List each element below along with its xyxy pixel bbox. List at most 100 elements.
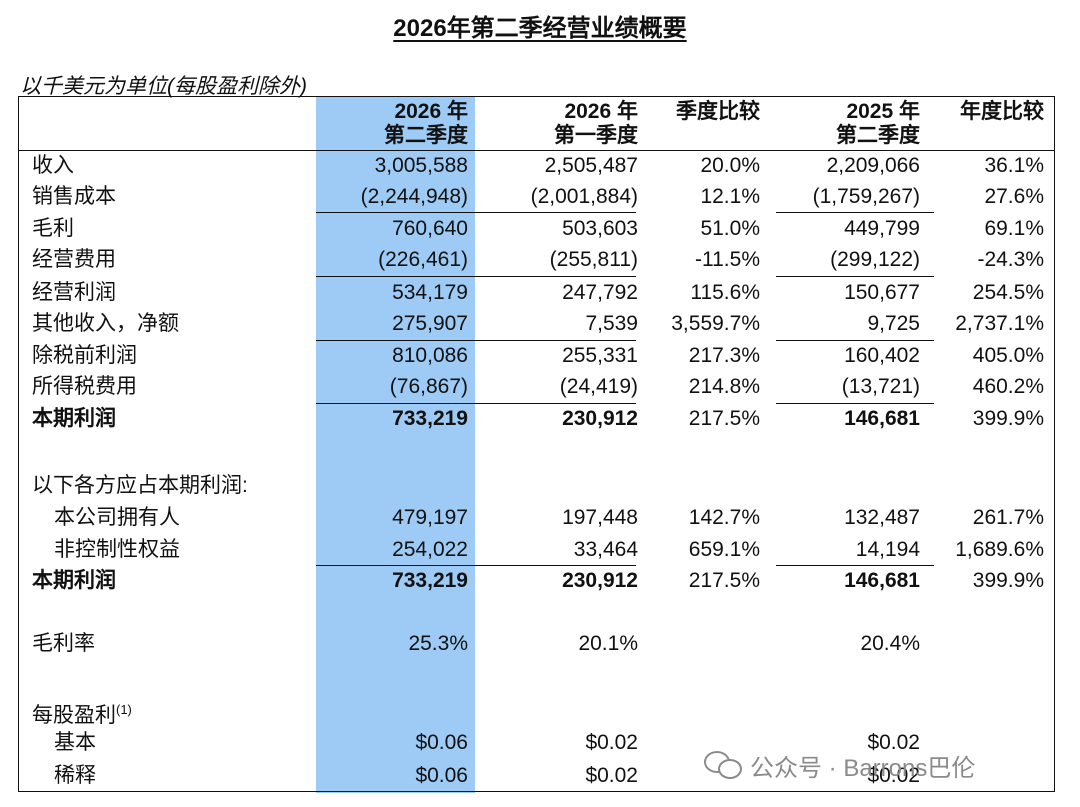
cell: 479,197 <box>392 506 468 529</box>
cell: 12.1% <box>700 185 760 208</box>
cell: (299,122) <box>830 248 920 271</box>
cell: (24,419) <box>559 375 638 398</box>
cell: (255,811) <box>549 248 638 271</box>
row-label: 销售成本 <box>32 185 116 208</box>
subtotal-rule <box>776 340 934 341</box>
cell: 733,219 <box>392 569 468 592</box>
row-label: 基本 <box>54 731 96 754</box>
cell: 449,799 <box>844 217 920 240</box>
watermark: 公众号 · Barrons巴伦 <box>704 748 975 782</box>
cell: 9,725 <box>867 312 920 335</box>
cell: 25.3% <box>408 632 468 655</box>
cell: $0.02 <box>585 764 638 787</box>
cell: 33,464 <box>573 538 638 561</box>
cell: 3,005,588 <box>374 154 468 177</box>
row-label: 稀释 <box>54 764 96 787</box>
wechat-icon <box>704 751 742 779</box>
cell: 197,448 <box>562 506 638 529</box>
cell: 27.6% <box>984 185 1044 208</box>
section-label: 以下各方应占本期利润: <box>32 474 248 497</box>
header-c4-line2: 第二季度 <box>836 124 920 147</box>
cell: -11.5% <box>695 248 760 271</box>
cell: $0.02 <box>867 731 920 754</box>
cell: $0.06 <box>415 731 468 754</box>
cell: 20.4% <box>860 632 920 655</box>
cell: 399.9% <box>972 407 1044 430</box>
header-c2-line2: 第一季度 <box>554 124 638 147</box>
cell: 534,179 <box>392 281 468 304</box>
cell: 217.3% <box>688 344 760 367</box>
section-label: 每股盈利(1) <box>32 702 132 727</box>
cell: 810,086 <box>392 344 468 367</box>
cell: 405.0% <box>972 344 1044 367</box>
cell: 1,689.6% <box>955 538 1044 561</box>
subtotal-rule <box>776 403 934 404</box>
cell: -24.3% <box>977 248 1044 271</box>
header-c3: 季度比较 <box>676 100 760 123</box>
row-label: 非控制性权益 <box>54 538 180 561</box>
cell: $0.06 <box>415 764 468 787</box>
cell: 51.0% <box>700 217 760 240</box>
subtotal-rule <box>316 565 636 566</box>
row-label-total: 本期利润 <box>32 569 116 592</box>
cell: (76,867) <box>389 375 468 398</box>
cell: 2,209,066 <box>826 154 920 177</box>
cell: 150,677 <box>844 281 920 304</box>
cell: 2,505,487 <box>544 154 638 177</box>
row-label: 毛利率 <box>32 632 95 655</box>
cell: 7,539 <box>585 312 638 335</box>
subtotal-rule <box>776 565 934 566</box>
row-label: 本公司拥有人 <box>54 506 180 529</box>
cell: 254.5% <box>972 281 1044 304</box>
cell: 217.5% <box>688 569 760 592</box>
cell: 160,402 <box>844 344 920 367</box>
row-label: 毛利 <box>32 217 74 240</box>
cell: (2,001,884) <box>530 185 638 208</box>
cell: 142.7% <box>688 506 760 529</box>
row-label: 其他收入，净额 <box>32 312 179 335</box>
cell: 2,737.1% <box>955 312 1044 335</box>
row-label: 除税前利润 <box>32 344 137 367</box>
footnote-marker: (1) <box>116 702 132 717</box>
cell: 760,640 <box>392 217 468 240</box>
highlight-column <box>316 97 475 793</box>
watermark-text: 公众号 · Barrons巴伦 <box>750 754 976 782</box>
cell: 36.1% <box>984 154 1044 177</box>
cell: 733,219 <box>392 407 468 430</box>
cell: 503,603 <box>562 217 638 240</box>
cell: 230,912 <box>562 569 638 592</box>
table-frame <box>18 96 1055 792</box>
page-title: 2026年第二季经营业绩概要 <box>393 15 687 42</box>
cell: $0.02 <box>867 764 920 787</box>
row-label: 经营费用 <box>32 248 116 271</box>
cell: (1,759,267) <box>812 185 920 208</box>
row-label: 收入 <box>32 154 74 177</box>
header-c1-line2: 第二季度 <box>384 124 468 147</box>
cell: 261.7% <box>972 506 1044 529</box>
cell: 146,681 <box>844 569 920 592</box>
cell: 230,912 <box>562 407 638 430</box>
header-c4-line1: 2025 年 <box>846 100 920 123</box>
subtotal-rule <box>316 212 636 213</box>
cell: 399.9% <box>972 569 1044 592</box>
subtotal-rule <box>316 403 636 404</box>
cell: 255,331 <box>562 344 638 367</box>
cell: 3,559.7% <box>671 312 760 335</box>
cell: 20.0% <box>700 154 760 177</box>
cell: $0.02 <box>585 731 638 754</box>
cell: 254,022 <box>392 538 468 561</box>
row-label: 经营利润 <box>32 281 116 304</box>
unit-note: 以千美元为单位(每股盈利除外) <box>20 75 307 98</box>
cell: 132,487 <box>844 506 920 529</box>
cell: 69.1% <box>984 217 1044 240</box>
subtotal-rule <box>316 340 636 341</box>
cell: 214.8% <box>688 375 760 398</box>
cell: 146,681 <box>844 407 920 430</box>
row-label: 所得税费用 <box>32 375 137 398</box>
cell: (13,721) <box>841 375 920 398</box>
header-c1-line1: 2026 年 <box>394 100 468 123</box>
cell: 247,792 <box>562 281 638 304</box>
cell: 20.1% <box>578 632 638 655</box>
header-c5: 年度比较 <box>960 100 1044 123</box>
cell: 217.5% <box>688 407 760 430</box>
